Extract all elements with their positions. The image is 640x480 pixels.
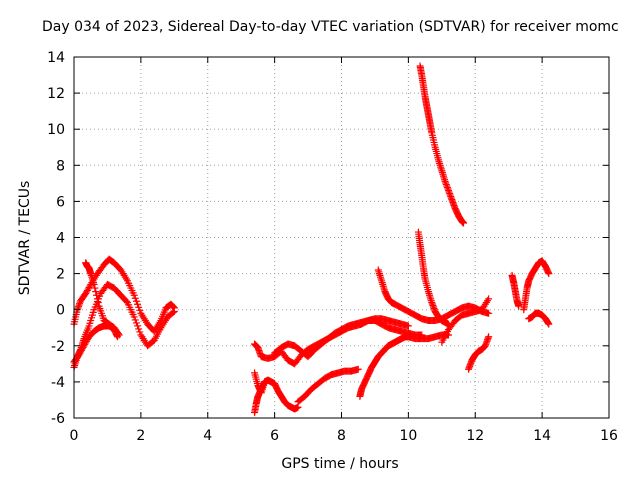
y-tick-label: 12: [47, 86, 65, 102]
data-point: [78, 346, 86, 354]
data-point: [91, 284, 99, 292]
x-tick-label: 4: [203, 428, 212, 444]
data-point: [83, 288, 91, 296]
data-point: [79, 343, 87, 351]
data-point: [130, 291, 138, 299]
data-point: [130, 313, 138, 321]
series-arc-4: [70, 322, 121, 366]
y-tick-label: 4: [56, 231, 65, 247]
data-point: [135, 325, 143, 333]
data-point: [404, 322, 412, 330]
y-tick-label: 8: [56, 158, 65, 174]
data-point: [92, 288, 100, 296]
data-point: [80, 342, 88, 350]
data-point: [131, 316, 139, 324]
data-point: [136, 328, 144, 336]
series-arc-11: [374, 266, 493, 325]
x-tick-label: 6: [270, 428, 279, 444]
data-point: [354, 365, 362, 373]
y-tick-label: -6: [51, 411, 65, 427]
series-arc-5: [251, 369, 302, 413]
data-point: [132, 297, 140, 305]
data-point: [93, 295, 101, 303]
data-point: [135, 303, 143, 311]
x-tick-label: 14: [533, 428, 551, 444]
x-tick-label: 10: [399, 428, 417, 444]
data-point: [78, 345, 86, 353]
data-point: [90, 280, 98, 288]
series-arc-6: [251, 378, 269, 417]
series-arc-10: [356, 331, 452, 400]
data-point: [84, 285, 92, 293]
data-point: [83, 337, 91, 345]
data-point: [136, 306, 144, 314]
data-point: [93, 291, 101, 299]
data-point: [170, 308, 178, 316]
data-point: [485, 333, 493, 341]
data-point: [113, 333, 121, 341]
data-point: [134, 322, 142, 330]
data-point: [83, 336, 91, 344]
grid-layer: [74, 57, 609, 418]
data-point: [76, 349, 84, 357]
data-point: [83, 286, 91, 294]
y-tick-label: -4: [51, 375, 65, 391]
data-point: [122, 297, 130, 305]
data-point: [261, 378, 269, 386]
data-point: [545, 320, 553, 328]
x-tick-label: 16: [600, 428, 618, 444]
data-point: [82, 289, 90, 297]
data-layer: [70, 62, 553, 417]
data-point: [485, 295, 493, 303]
y-tick-label: 14: [47, 50, 65, 66]
series-arc-13: [414, 228, 452, 328]
x-tick-label: 8: [337, 428, 346, 444]
y-tick-label: 0: [56, 303, 65, 319]
x-axis-label: GPS time / hours: [281, 456, 399, 472]
series-arc-9: [271, 317, 426, 361]
series-arc-8: [251, 315, 412, 368]
data-point: [81, 340, 89, 348]
data-point: [94, 298, 102, 306]
data-point: [85, 283, 93, 291]
chart-title: Day 034 of 2023, Sidereal Day-to-day VTE…: [42, 19, 619, 35]
data-point: [77, 348, 85, 356]
y-tick-label: 10: [47, 122, 65, 138]
series-arc-7: [294, 365, 362, 406]
y-axis-label: SDTVAR / TECUs: [17, 180, 33, 296]
series-arc-12: [416, 62, 468, 227]
data-point: [545, 270, 553, 278]
data-point: [75, 351, 83, 359]
y-tick-label: -2: [51, 339, 65, 355]
x-tick-label: 2: [136, 428, 145, 444]
series-arc-15: [465, 333, 493, 373]
data-point: [460, 219, 468, 227]
y-tick-label: 2: [56, 267, 65, 283]
axis-layer: 0 2 4 6 8 10 12 14 16 -6 -4 -2 0 2 4 6 8 10 12 14: [47, 50, 618, 444]
series-arc-17: [520, 257, 553, 314]
y-tick-label: 6: [56, 194, 65, 210]
data-point: [169, 308, 177, 316]
series-arc-16: [508, 271, 523, 310]
data-point: [485, 309, 493, 317]
data-point: [131, 294, 139, 302]
x-tick-label: 12: [466, 428, 484, 444]
data-point: [82, 339, 90, 347]
data-point: [132, 319, 140, 327]
data-point: [134, 300, 142, 308]
series-arc-18: [525, 309, 553, 328]
x-tick-label: 0: [70, 428, 79, 444]
series-arc-14: [438, 295, 493, 346]
